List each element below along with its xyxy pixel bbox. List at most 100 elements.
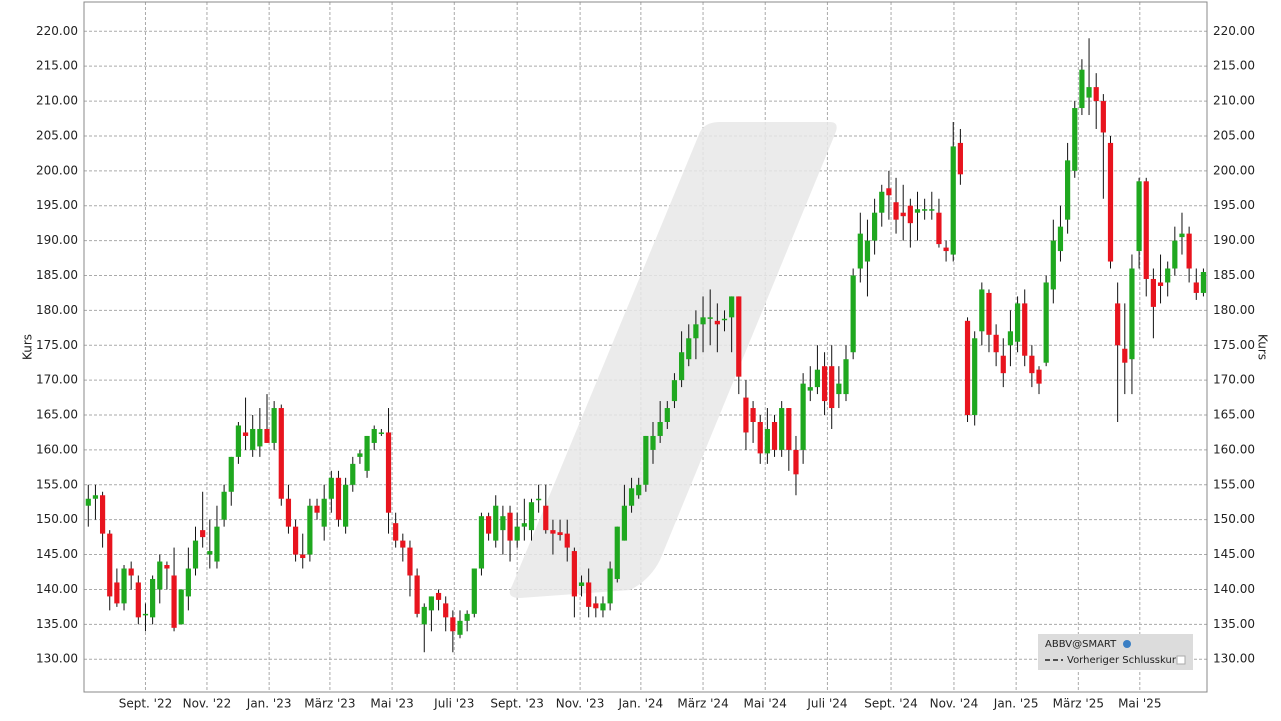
candle-body	[450, 617, 456, 632]
candle-body	[1057, 226, 1064, 252]
candle-body	[200, 530, 206, 538]
y-axis-label: Kurs	[21, 334, 35, 360]
candle-body	[936, 212, 942, 245]
candle-body	[242, 432, 249, 436]
y-tick-label: 195.00	[36, 198, 78, 212]
candle-body	[714, 320, 720, 325]
candle-body	[264, 428, 270, 443]
candle-body	[957, 142, 963, 175]
y-tick-label: 210.00	[36, 94, 78, 108]
candle-body	[750, 408, 756, 422]
candle-body	[171, 575, 177, 628]
candle-body	[493, 505, 499, 541]
candle-body	[1122, 348, 1128, 363]
candle-body	[221, 491, 227, 520]
x-tick-label: Mai '24	[744, 697, 787, 711]
candle-body	[257, 428, 263, 447]
candle-body	[807, 387, 813, 391]
candle-body	[979, 289, 985, 332]
candle-body	[943, 247, 949, 252]
y2-tick-label: 175.00	[1213, 338, 1255, 352]
candle-body	[307, 505, 313, 555]
candle-body	[214, 526, 220, 562]
candle-body	[457, 620, 463, 635]
x-tick-label: Jan. '25	[993, 697, 1039, 711]
x-tick-label: Juli '23	[433, 697, 474, 711]
y2-tick-label: 130.00	[1213, 652, 1255, 666]
y2-tick-label: 185.00	[1213, 268, 1255, 282]
candle-body	[678, 352, 685, 381]
candle-body	[836, 383, 842, 395]
candle-body	[829, 366, 835, 409]
candle-body	[192, 540, 199, 569]
candle-body	[478, 516, 485, 569]
candle-body	[1179, 233, 1185, 238]
candle-body	[1000, 355, 1006, 374]
y-tick-label: 160.00	[36, 442, 78, 456]
y2-tick-label: 140.00	[1213, 582, 1255, 596]
candle-body	[972, 338, 978, 416]
candle-body	[571, 551, 577, 597]
y-tick-label: 170.00	[36, 373, 78, 387]
candle-body	[1086, 87, 1092, 98]
candle-body	[207, 551, 213, 555]
candle-body	[1115, 303, 1121, 346]
candle-body	[443, 603, 449, 618]
candle-body	[721, 318, 728, 321]
x-tick-label: Sept. '23	[490, 697, 544, 711]
candle-body	[400, 540, 406, 548]
candle-body	[164, 565, 170, 569]
candle-body	[278, 408, 284, 499]
candle-body	[814, 369, 821, 388]
candle-body	[521, 523, 527, 527]
candle-body	[314, 505, 320, 513]
y-tick-label: 180.00	[36, 303, 78, 317]
x-tick-label: Jan. '23	[246, 697, 292, 711]
candle-body	[1107, 142, 1114, 262]
candle-body	[1157, 282, 1164, 286]
candle-body	[536, 498, 542, 501]
candle-body	[636, 484, 642, 496]
candle-body	[736, 296, 742, 377]
candle-body	[757, 422, 763, 454]
candle-body	[228, 456, 234, 492]
candle-body	[872, 212, 878, 241]
candle-body	[586, 582, 592, 607]
y2-tick-label: 200.00	[1213, 163, 1255, 177]
candle-body	[707, 317, 713, 319]
candle-body	[142, 613, 149, 616]
candle-body	[1022, 303, 1028, 356]
candle-body	[271, 408, 277, 443]
candle-body	[578, 582, 585, 586]
candle-body	[114, 582, 120, 604]
candle-body	[1065, 160, 1071, 220]
candle-body	[371, 428, 377, 443]
candle-body	[178, 589, 184, 625]
y-tick-label: 135.00	[36, 617, 78, 631]
candle-body	[250, 428, 256, 450]
candle-body	[393, 523, 399, 541]
y-tick-label: 205.00	[36, 128, 78, 142]
x-tick-label: Juli '24	[806, 697, 847, 711]
candle-body	[743, 397, 749, 433]
candle-body	[886, 188, 892, 196]
candle-body	[99, 495, 106, 534]
watermark	[509, 122, 837, 598]
legend-icon	[1123, 640, 1131, 648]
y2-tick-label: 170.00	[1213, 373, 1255, 387]
candle-body	[414, 575, 420, 614]
candle-body	[1150, 278, 1156, 307]
candle-body	[321, 498, 327, 527]
candle-body	[428, 596, 435, 611]
candle-body	[1129, 268, 1135, 360]
candle-body	[335, 477, 342, 520]
y2-tick-label: 180.00	[1213, 303, 1255, 317]
candle-body	[1136, 181, 1142, 252]
y2-tick-label: 190.00	[1213, 233, 1255, 247]
candle-body	[507, 512, 513, 541]
candle-body	[235, 425, 242, 457]
candle-body	[364, 435, 370, 471]
candle-body	[300, 554, 306, 559]
candle-body	[471, 568, 477, 614]
